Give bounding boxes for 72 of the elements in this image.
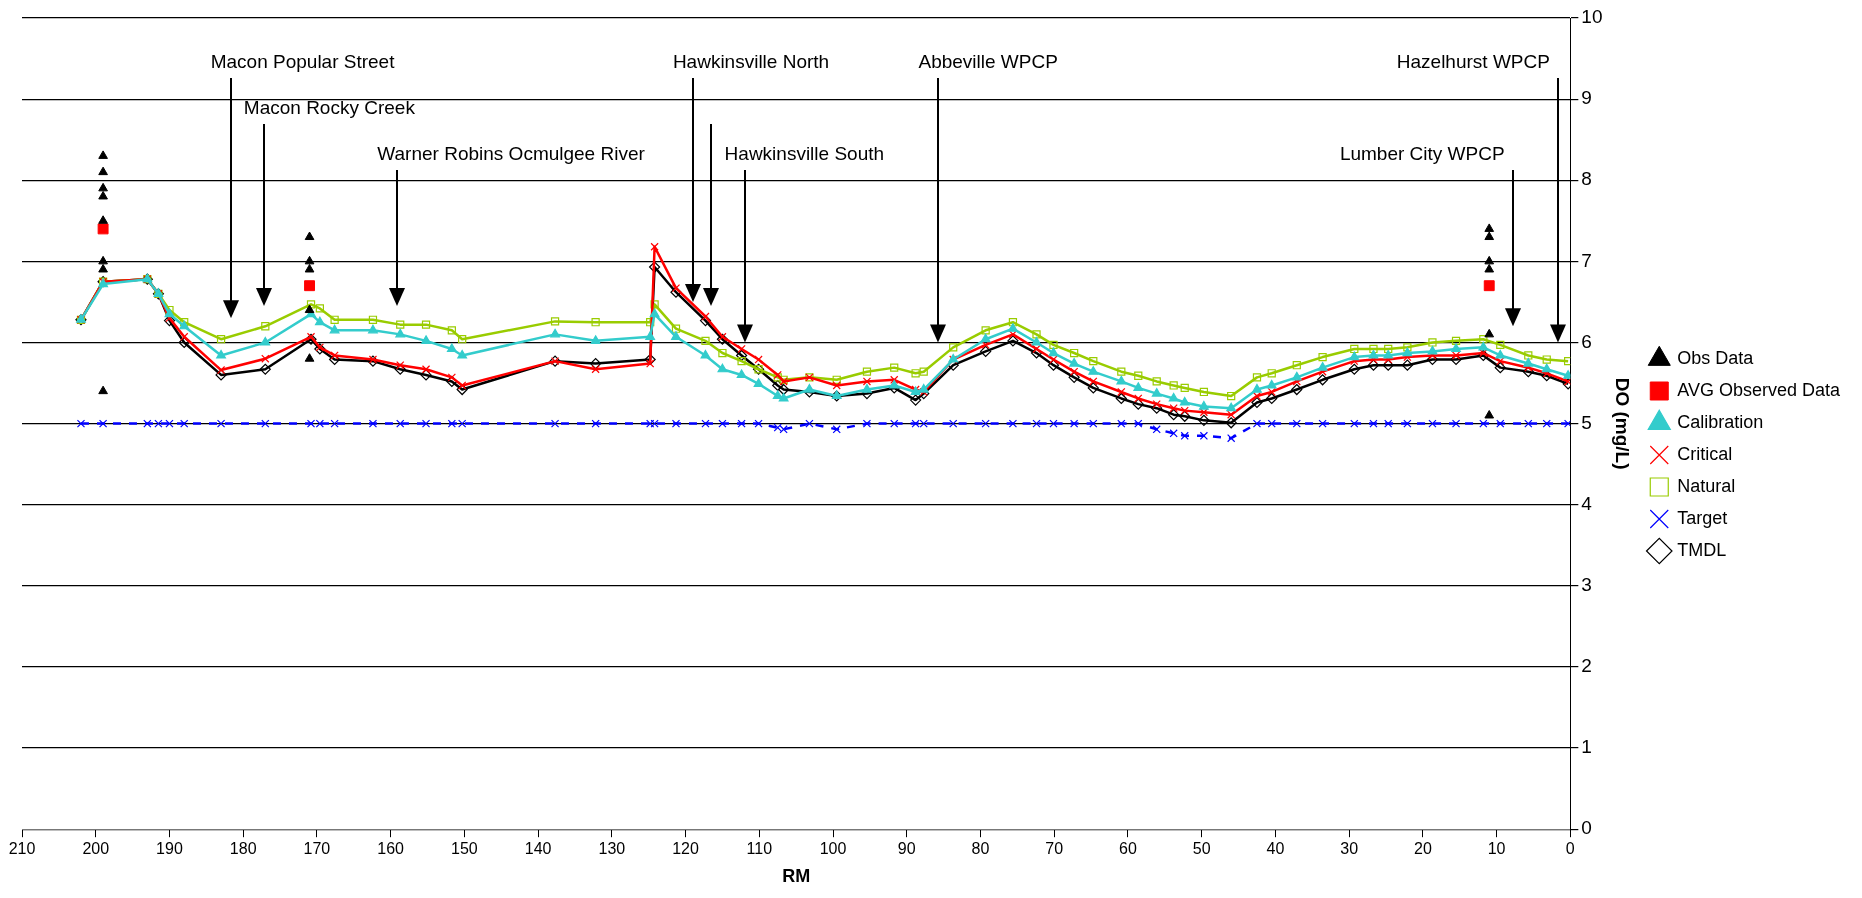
point — [98, 385, 108, 395]
x-axis-title: RM — [782, 866, 811, 887]
point — [1484, 328, 1495, 338]
legend-label: Obs Data — [1677, 347, 1755, 368]
x-tick-label: 40 — [1266, 840, 1285, 858]
point — [1484, 255, 1495, 265]
point — [304, 255, 315, 265]
x-tick-label: 110 — [746, 840, 773, 858]
x-tick-label: 120 — [672, 840, 700, 858]
legend-label: Critical — [1677, 443, 1733, 464]
annotation: Macon Popular Street — [210, 51, 395, 73]
x-tick-label: 210 — [8, 840, 36, 858]
point — [98, 150, 108, 159]
point — [98, 215, 108, 224]
y-axis-title: DO (mg/L) — [1611, 377, 1633, 470]
legend-label: AVG Observed Data — [1677, 379, 1841, 400]
point — [304, 280, 315, 292]
x-tick-label: 100 — [819, 840, 847, 858]
y-tick-label: 1 — [1581, 736, 1592, 758]
legend-label: Calibration — [1677, 411, 1764, 432]
x-tick-label: 180 — [229, 840, 257, 858]
y-tick-label: 5 — [1581, 411, 1592, 433]
x-tick-label: 200 — [82, 840, 110, 858]
annotation: Abbeville WPCP — [918, 51, 1058, 73]
x-tick-label: 170 — [303, 840, 331, 858]
x-tick-label: 20 — [1413, 840, 1432, 858]
y-tick-label: 7 — [1581, 249, 1592, 271]
point — [304, 353, 315, 362]
point — [98, 166, 108, 176]
point — [98, 182, 108, 192]
x-tick-label: 70 — [1045, 840, 1064, 858]
x-tick-label: 0 — [1565, 840, 1575, 858]
x-tick-label: 150 — [451, 840, 478, 858]
point — [1483, 280, 1495, 292]
point — [1484, 409, 1495, 419]
legend-label: Target — [1677, 507, 1728, 528]
annotation: Hawkinsville South — [724, 143, 885, 165]
x-tick-label: 190 — [156, 840, 183, 858]
y-tick-label: 8 — [1581, 168, 1592, 190]
point — [98, 255, 108, 265]
x-tick-label: 50 — [1192, 840, 1211, 858]
point — [97, 223, 109, 235]
x-tick-label: 160 — [377, 840, 405, 858]
y-tick-label: 3 — [1581, 574, 1592, 596]
x-tick-label: 90 — [897, 840, 916, 858]
point — [98, 190, 108, 200]
x-tick-label: 60 — [1119, 840, 1137, 858]
point — [1484, 263, 1495, 273]
x-tick-label: 130 — [598, 840, 626, 858]
y-tick-label: 4 — [1581, 492, 1593, 514]
annotation: Hawkinsville North — [672, 51, 830, 73]
point — [1484, 223, 1495, 232]
y-tick-label: 2 — [1581, 655, 1592, 677]
annotation: Macon Rocky Creek — [243, 97, 415, 119]
x-tick-label: 30 — [1340, 840, 1359, 858]
legend-label: Natural — [1677, 475, 1736, 496]
annotation: Warner Robins Ocmulgee River — [377, 143, 645, 165]
point — [304, 231, 315, 241]
y-tick-label: 10 — [1581, 6, 1603, 28]
y-tick-label: 0 — [1581, 817, 1592, 839]
legend-label: TMDL — [1677, 539, 1727, 560]
annotation: Lumber City WPCP — [1339, 143, 1505, 165]
point — [304, 263, 315, 273]
point — [1484, 231, 1495, 241]
x-tick-label: 80 — [971, 840, 990, 858]
x-tick-label: 10 — [1487, 840, 1506, 858]
annotation: Hazelhurst WPCP — [1396, 51, 1550, 73]
point — [98, 263, 108, 273]
point — [304, 304, 315, 314]
y-tick-label: 9 — [1581, 87, 1592, 109]
y-tick-label: 6 — [1581, 330, 1592, 352]
x-tick-label: 140 — [524, 840, 552, 858]
